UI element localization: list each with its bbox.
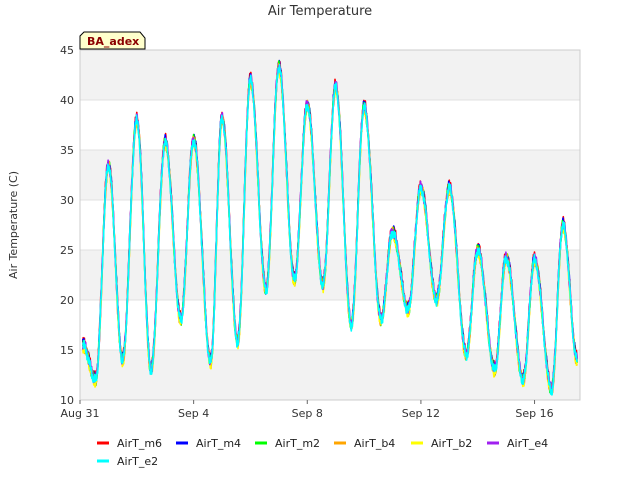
- y-tick-label: 20: [60, 294, 74, 307]
- series-line-airt-e2: [82, 63, 578, 396]
- series-line-airt-m4: [82, 59, 578, 394]
- site-badge: BA_adex: [79, 31, 146, 50]
- chart-title: Air Temperature: [268, 4, 372, 19]
- series-line-airt-e4: [82, 64, 578, 394]
- legend-label: AirT_m6: [117, 437, 162, 450]
- badge-shape: [79, 31, 146, 50]
- series-line-airt-m6: [82, 61, 578, 393]
- y-tick-label: 25: [60, 244, 74, 257]
- series-line-airt-b2: [82, 67, 578, 394]
- legend: AirT_m6 AirT_m4 AirT_m2 AirT_b4 AirT_b2 AirT_…: [97, 437, 548, 468]
- legend-label: AirT_b2: [431, 437, 472, 450]
- legend-label: AirT_b4: [354, 437, 395, 450]
- y-tick-label: 45: [60, 44, 74, 57]
- x-tick-label: Sep 12: [402, 407, 440, 420]
- x-tick-label: Aug 31: [61, 407, 100, 420]
- plot-frame: [79, 49, 581, 401]
- y-tick-label: 40: [60, 94, 74, 107]
- legend-label: AirT_m2: [275, 437, 320, 450]
- series-line-airt-m2: [82, 60, 578, 394]
- background-band: [80, 350, 580, 400]
- badge-label: BA_adex: [87, 35, 139, 48]
- series-line-airt-b4: [82, 63, 578, 393]
- y-tick-label: 15: [60, 344, 74, 357]
- legend-label: AirT_e4: [507, 437, 548, 450]
- y-axis-label: Air Temperature (C): [7, 171, 20, 279]
- x-axis-ticks: Aug 31 Sep 4 Sep 8 Sep 12 Sep 16: [61, 400, 554, 420]
- y-axis-ticks: 10 15 20 25 30 35 40 45: [60, 44, 74, 407]
- legend-label: AirT_m4: [196, 437, 241, 450]
- x-tick-label: Sep 16: [515, 407, 553, 420]
- legend-label: AirT_e2: [117, 455, 158, 468]
- background-band: [80, 50, 580, 100]
- y-tick-label: 30: [60, 194, 74, 207]
- x-tick-label: Sep 8: [292, 407, 323, 420]
- series-lines: [82, 59, 578, 396]
- y-tick-label: 10: [60, 394, 74, 407]
- background-band: [80, 250, 580, 300]
- x-tick-label: Sep 4: [178, 407, 209, 420]
- y-tick-label: 35: [60, 144, 74, 157]
